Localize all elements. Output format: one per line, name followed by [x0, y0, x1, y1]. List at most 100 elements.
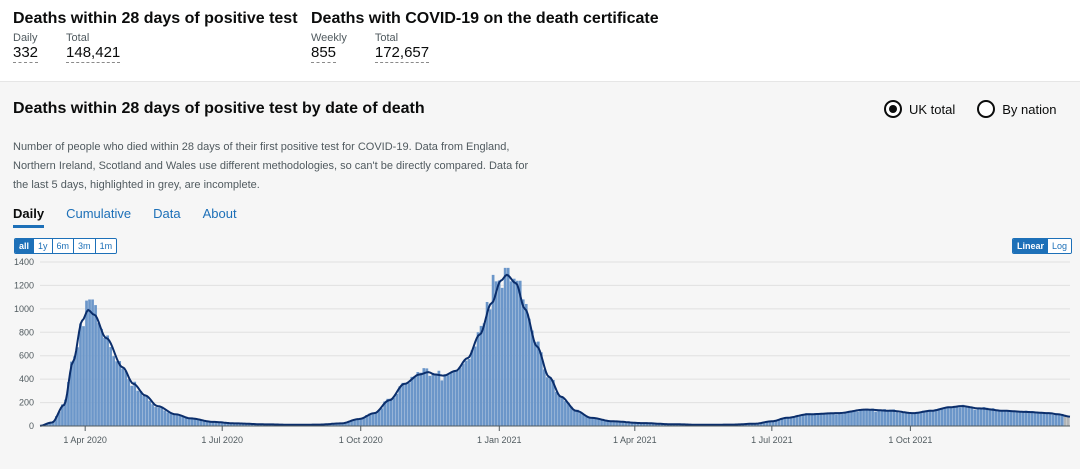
- metric-value[interactable]: 855: [311, 44, 337, 63]
- bar: [223, 422, 227, 426]
- bar: [434, 373, 438, 426]
- bar: [383, 401, 387, 426]
- bar: [633, 422, 637, 426]
- bar: [431, 372, 435, 426]
- bar: [946, 407, 950, 426]
- bar: [1051, 414, 1055, 426]
- bar: [922, 410, 926, 426]
- range-1y-button[interactable]: 1y: [33, 239, 52, 253]
- bar: [166, 412, 170, 426]
- bar: [368, 413, 371, 426]
- tab-data[interactable]: Data: [153, 206, 181, 221]
- range-all-button[interactable]: all: [15, 239, 34, 253]
- bar: [181, 415, 185, 426]
- headline-title: Deaths within 28 days of positive test: [13, 10, 298, 27]
- bar: [895, 412, 899, 426]
- bar: [509, 281, 513, 426]
- scale-linear-button[interactable]: Linear: [1013, 239, 1049, 253]
- bar: [624, 421, 627, 426]
- bar: [356, 419, 359, 426]
- range-6m-button[interactable]: 6m: [51, 239, 74, 253]
- bar: [151, 404, 155, 426]
- metric-value[interactable]: 148,421: [66, 44, 121, 63]
- bar: [70, 361, 73, 426]
- radio-unchecked-icon[interactable]: [977, 100, 996, 118]
- bar: [798, 415, 802, 426]
- bar: [67, 382, 70, 426]
- metric-label: Total: [66, 32, 90, 44]
- bar: [753, 423, 757, 426]
- bar: [476, 332, 480, 426]
- bar: [1054, 413, 1058, 426]
- bar: [844, 411, 847, 426]
- bar: [97, 322, 100, 426]
- metric-value[interactable]: 172,657: [374, 44, 430, 63]
- bar: [527, 318, 531, 426]
- rolling-average-line: [39, 273, 1071, 427]
- bar: [398, 386, 402, 426]
- radio-checked-icon[interactable]: [884, 100, 902, 118]
- bar: [982, 407, 986, 426]
- bar: [925, 410, 929, 426]
- daily-deaths-chart[interactable]: 0 200 400 600 800 1000 1200 1400 1 Apr 2020 1 Jul…: [0, 254, 1080, 469]
- bar: [455, 371, 459, 426]
- bar: [889, 409, 893, 426]
- bar: [380, 408, 384, 426]
- bar: [344, 422, 347, 426]
- bar: [657, 423, 661, 426]
- bar: [545, 377, 549, 426]
- bar: [780, 418, 784, 426]
- bar: [235, 423, 239, 426]
- bar: [1048, 413, 1052, 426]
- bar: [630, 422, 634, 426]
- bar: [52, 421, 55, 426]
- bar: [389, 398, 393, 426]
- bar: [341, 423, 344, 426]
- bar: [609, 420, 612, 426]
- chart-tabs: Daily Cumulative Data About: [13, 206, 259, 228]
- range-1m-button[interactable]: 1m: [94, 239, 117, 253]
- bar: [548, 377, 552, 426]
- bar: [46, 423, 49, 426]
- range-3m-button[interactable]: 3m: [73, 239, 95, 253]
- bar: [247, 423, 251, 426]
- bar: [591, 417, 594, 426]
- metric-value[interactable]: 332: [13, 44, 39, 63]
- bar: [964, 407, 968, 426]
- tab-cumulative[interactable]: Cumulative: [66, 206, 132, 221]
- bar: [187, 418, 191, 426]
- bar: [1039, 412, 1043, 426]
- radio-uk-total[interactable]: UK total: [884, 100, 955, 118]
- bar: [880, 409, 883, 426]
- bar: [353, 419, 356, 426]
- bar: [621, 421, 624, 426]
- bar: [539, 352, 543, 426]
- bar: [371, 412, 374, 426]
- bar: [494, 281, 498, 426]
- bar: [612, 420, 615, 426]
- bar: [172, 414, 176, 426]
- bar: [1060, 415, 1064, 426]
- bar: [407, 383, 411, 426]
- bar: [61, 404, 64, 426]
- tab-daily[interactable]: Daily: [13, 206, 45, 228]
- bar: [934, 409, 938, 426]
- y-tick-label: 800: [19, 327, 34, 337]
- scale-log-button[interactable]: Log: [1048, 239, 1072, 253]
- x-tick-label: 1 Oct 2020: [339, 435, 383, 445]
- tab-about[interactable]: About: [202, 206, 237, 221]
- bar: [338, 423, 341, 426]
- bar: [1021, 411, 1025, 426]
- bar: [479, 325, 483, 426]
- y-tick-label: 200: [19, 398, 34, 408]
- bar: [184, 416, 188, 426]
- bar: [220, 422, 224, 426]
- bar: [1000, 411, 1004, 426]
- bar: [413, 376, 417, 426]
- bar: [868, 409, 871, 426]
- bar: [217, 422, 221, 426]
- x-tick-label: 1 Apr 2021: [613, 435, 657, 445]
- bar: [892, 409, 896, 426]
- radio-by-nation[interactable]: By nation: [977, 100, 1056, 118]
- bar: [1006, 410, 1010, 426]
